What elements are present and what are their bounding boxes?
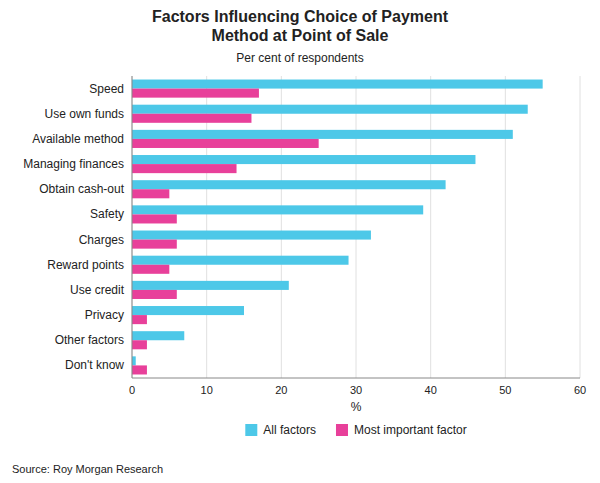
bar	[132, 265, 169, 274]
bar	[132, 139, 319, 148]
x-tick-label: 60	[574, 384, 586, 396]
x-tick-label: 20	[275, 384, 287, 396]
bar	[132, 130, 513, 139]
grid-line	[580, 76, 581, 378]
x-tick-label: 40	[425, 384, 437, 396]
bar	[132, 155, 475, 164]
y-tick-label: Obtain cash-out	[39, 182, 124, 196]
grid-line	[281, 76, 282, 378]
grid-line	[505, 76, 506, 378]
bar	[132, 331, 184, 340]
x-tick-label: 10	[201, 384, 213, 396]
bar	[132, 356, 136, 365]
bar	[132, 80, 543, 89]
bar	[132, 231, 371, 240]
y-tick-label: Privacy	[85, 308, 124, 322]
subtitle: Per cent of respondents	[236, 51, 363, 65]
y-tick-label: Use credit	[70, 283, 125, 297]
bar	[132, 89, 259, 98]
bar	[132, 214, 177, 223]
y-tick-label: Charges	[79, 233, 124, 247]
y-tick-label: Speed	[89, 82, 124, 96]
title: Method at Point of Sale	[212, 27, 389, 44]
bar	[132, 365, 147, 374]
legend-swatch	[336, 424, 348, 436]
grid-line	[132, 76, 133, 378]
legend-swatch	[245, 424, 257, 436]
y-tick-label: Safety	[90, 207, 124, 221]
y-tick-label: Other factors	[55, 333, 124, 347]
bar	[132, 180, 446, 189]
grid-line	[430, 76, 431, 378]
title: Factors Influencing Choice of Payment	[152, 8, 449, 25]
x-tick-label: 0	[129, 384, 135, 396]
bar	[132, 281, 289, 290]
bar	[132, 114, 251, 123]
bar	[132, 240, 177, 249]
bars	[132, 80, 543, 375]
bar	[132, 189, 169, 198]
bar	[132, 340, 147, 349]
grid	[132, 76, 580, 378]
bar	[132, 315, 147, 324]
y-tick-label: Use own funds	[45, 107, 124, 121]
y-tick-label: Managing finances	[23, 157, 124, 171]
x-axis	[132, 378, 580, 379]
bar	[132, 105, 528, 114]
y-tick-label: Don't know	[65, 358, 124, 372]
y-tick-label: Reward points	[47, 258, 124, 272]
bar	[132, 164, 237, 173]
x-tick-label: 30	[350, 384, 362, 396]
legend-label: All factors	[263, 423, 316, 437]
chart: Factors Influencing Choice of Payment Met…	[0, 0, 600, 483]
bar	[132, 256, 349, 265]
x-axis-label: %	[351, 400, 362, 414]
bar	[132, 205, 423, 214]
y-tick-label: Available method	[32, 132, 124, 146]
bar	[132, 290, 177, 299]
legend: All factors Most important factor	[245, 423, 466, 437]
grid-line	[356, 76, 357, 378]
x-tick-label: 50	[499, 384, 511, 396]
y-axis	[132, 76, 133, 378]
bar	[132, 306, 244, 315]
legend-label: Most important factor	[354, 423, 467, 437]
source: Source: Roy Morgan Research	[12, 463, 163, 475]
